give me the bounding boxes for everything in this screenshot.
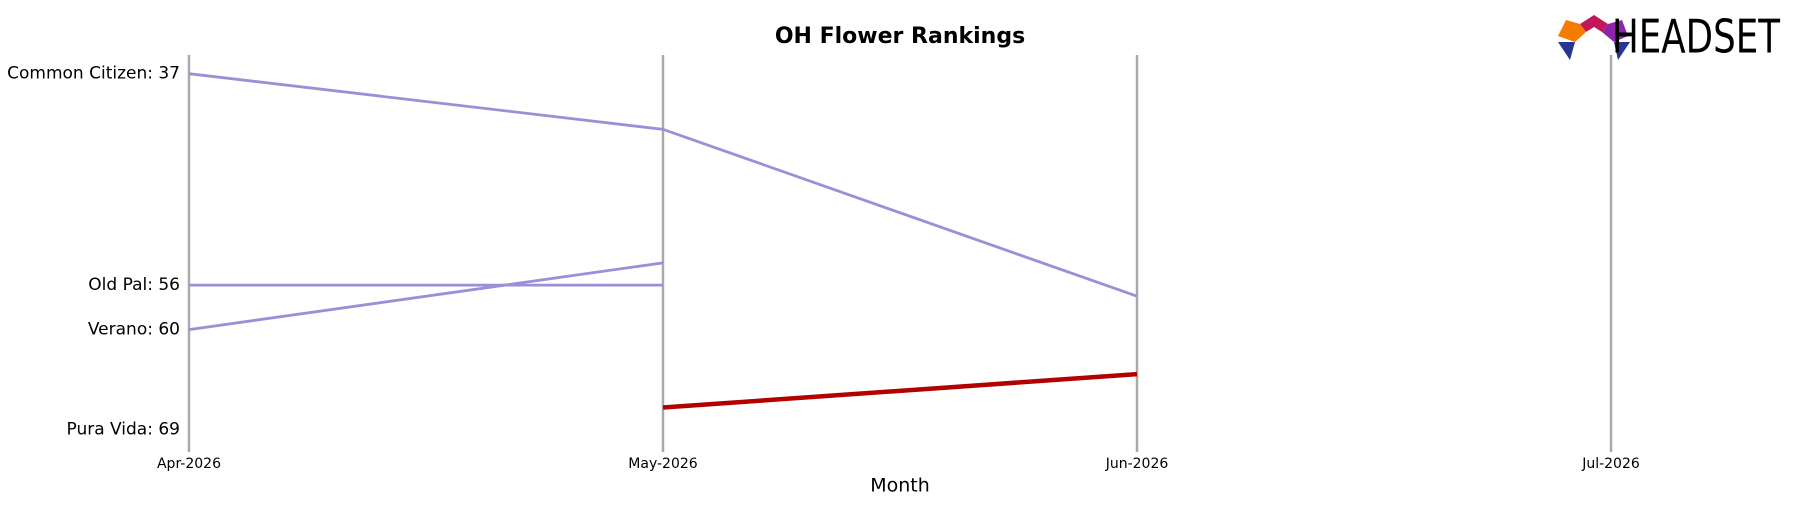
logo-mark [1580,15,1608,32]
logo-mark [1614,42,1630,60]
series-line [188,261,664,331]
x-axis-label: Month [870,475,930,497]
logo-mark [1602,20,1628,42]
logo-text: HEADSET [1612,10,1781,64]
logo: HEADSET [1558,10,1781,64]
logo-mark [1558,42,1575,60]
x-tick-label: Jun-2026 [1105,456,1169,472]
y-tick-label: Pura Vida: 69 [67,420,181,440]
y-tick-label: Old Pal: 56 [88,275,180,295]
logo-mark [1558,20,1586,42]
chart-title: OH Flower Rankings [775,24,1025,49]
series-line [188,72,1138,298]
x-tick-label: Jul-2026 [1581,456,1640,472]
series-line [662,371,1138,410]
y-tick-label: Common Citizen: 37 [7,64,180,84]
y-tick-label: Verano: 60 [88,320,180,340]
x-tick-label: Apr-2026 [157,456,221,472]
x-tick-label: May-2026 [628,456,697,472]
